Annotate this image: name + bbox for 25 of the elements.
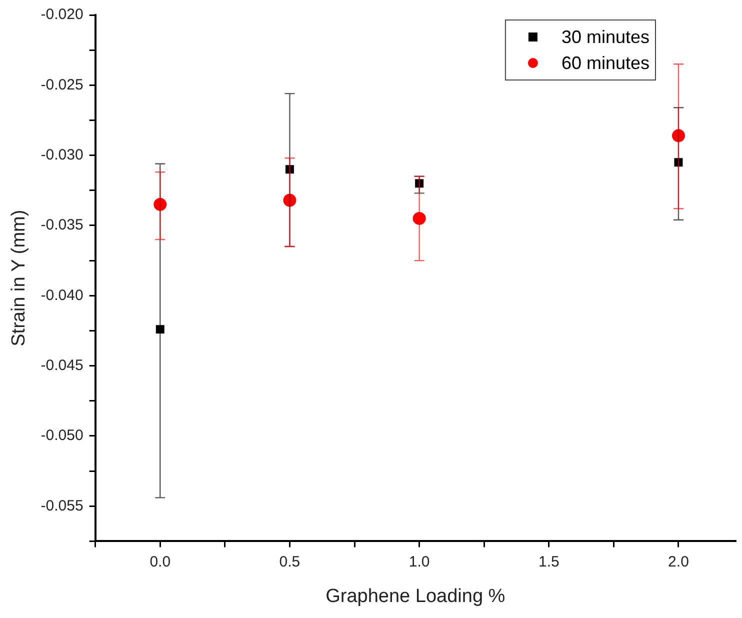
x-axis-title: Graphene Loading % (326, 586, 506, 607)
x-tick-label: 1.0 (408, 553, 430, 570)
y-axis-title: Strain in Y (mm) (8, 210, 30, 346)
point (672, 129, 685, 142)
x-tick-label: 0.0 (150, 553, 171, 570)
point (156, 325, 164, 334)
point (412, 212, 426, 225)
point (283, 194, 296, 207)
y-tick-label: -0.020 (40, 6, 84, 24)
x-tick-label: 0.5 (279, 553, 300, 570)
point (154, 198, 167, 211)
x-tick-label: 2.0 (668, 553, 689, 570)
point (285, 165, 294, 174)
y-tick-label: -0.025 (40, 76, 84, 94)
y-tick-label: -0.045 (40, 356, 84, 374)
y-tick-label: -0.055 (40, 497, 84, 514)
y-tick-label: -0.040 (40, 286, 84, 304)
legend-label: 30 minutes (561, 26, 650, 47)
point (415, 179, 424, 188)
point (674, 158, 683, 167)
y-tick-label: -0.035 (40, 216, 84, 234)
y-tick-label: -0.050 (40, 427, 84, 444)
y-tick-label: -0.030 (40, 146, 84, 164)
x-tick-label: 1.5 (538, 553, 560, 570)
legend-label: 60 minutes (561, 52, 650, 73)
